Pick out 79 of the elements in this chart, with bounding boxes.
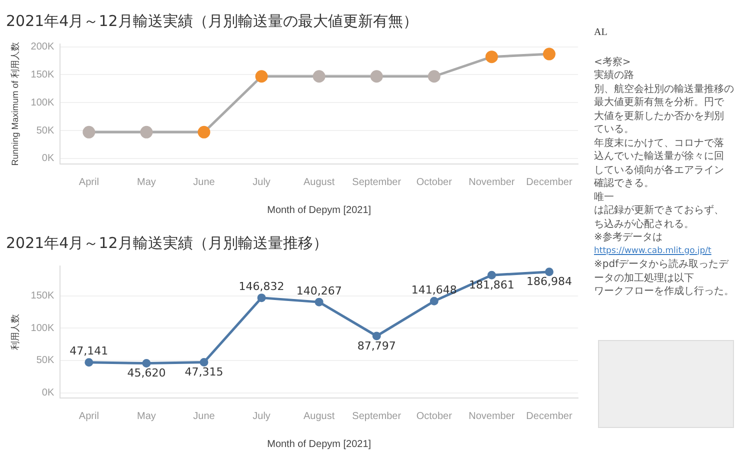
y-tick-label: 50K xyxy=(36,355,54,366)
x-tick-label: November xyxy=(468,176,516,188)
x-tick-label: April xyxy=(78,176,99,188)
x-tick-label: July xyxy=(252,410,270,422)
x-tick-label: September xyxy=(352,176,402,188)
data-label: 47,141 xyxy=(70,344,108,358)
x-tick-label: April xyxy=(78,410,99,422)
chart-title: 2021年4月～12月輸送実績（月別輸送量の最大値更新有無） xyxy=(6,11,419,32)
point xyxy=(198,126,210,138)
x-axis-title: Month of Depym [2021] xyxy=(267,438,372,450)
y-tick-label: 150K xyxy=(30,290,54,302)
text: は記録が更新できておらず、 xyxy=(594,204,725,218)
chart-title: 2021年4月～12月輸送実績（月別輸送量推移） xyxy=(6,233,329,254)
point xyxy=(430,296,438,306)
x-tick-label: May xyxy=(137,176,156,188)
point xyxy=(372,332,381,340)
text: 最大値更新有無を分析。円で xyxy=(594,96,725,110)
x-tick-label: August xyxy=(304,410,335,422)
point xyxy=(542,48,556,60)
point xyxy=(485,50,498,64)
data-label: 47,315 xyxy=(184,366,224,379)
x-tick-label: September xyxy=(352,410,402,422)
text: 実績の路 xyxy=(594,69,635,82)
x-tick-label: December xyxy=(526,410,573,422)
x-tick-label: May xyxy=(137,410,156,422)
data-label: 87,797 xyxy=(357,339,396,352)
point xyxy=(312,70,326,83)
text: ※pdfデータから読み取ったデ xyxy=(594,258,730,272)
x-tick-label: November xyxy=(468,410,516,422)
point xyxy=(370,70,383,83)
x-axis-title: Month of Depym [2021] xyxy=(267,204,372,216)
point xyxy=(544,268,554,276)
data-label: 141,648 xyxy=(411,284,457,297)
x-tick-label: December xyxy=(526,176,573,188)
x-tick-label: October xyxy=(416,176,453,188)
text: 別、航空会社別の輸送量推移の xyxy=(594,82,735,96)
text: している傾向が各エアライン xyxy=(594,164,725,177)
point xyxy=(84,358,94,367)
data-label: 146,832 xyxy=(238,280,284,294)
text: 大値を更新したか否かを判別 xyxy=(594,110,725,123)
text: ※参考データは xyxy=(594,231,664,244)
point xyxy=(314,298,324,306)
text: https://www.cab.mlit.go.jp/t xyxy=(594,244,712,258)
text: ち込みが心配される。 xyxy=(594,218,695,231)
text: ワークフローを作成し行った。 xyxy=(594,285,735,298)
y-axis-title: 利用人数 xyxy=(10,314,20,350)
x-tick-label: July xyxy=(252,176,270,188)
point xyxy=(200,358,208,366)
point xyxy=(255,70,268,83)
data-label: 181,861 xyxy=(468,278,514,292)
text: 唯一 xyxy=(594,190,615,204)
x-tick-label: August xyxy=(304,176,335,188)
point xyxy=(257,294,266,302)
point xyxy=(82,126,96,138)
point xyxy=(487,270,496,280)
point xyxy=(140,126,153,138)
y-tick-label: 100K xyxy=(30,97,54,108)
text: 確認できる。 xyxy=(594,177,655,190)
text: ータの加工処理は以下 xyxy=(594,272,695,285)
text: AL xyxy=(594,26,608,40)
y-tick-label: 100K xyxy=(30,322,54,334)
y-tick-label: 50K xyxy=(36,125,54,136)
text: 込んでいた輸送量が徐々に回 xyxy=(594,150,725,164)
data-label: 186,984 xyxy=(526,275,572,288)
y-tick-label: 200K xyxy=(30,42,54,53)
x-tick-label: June xyxy=(193,176,216,188)
y-axis-title: Running Maximum of 利用人数 xyxy=(10,42,20,166)
y-tick-label: 0K xyxy=(42,388,54,399)
text: ている。 xyxy=(594,123,635,136)
x-tick-label: June xyxy=(193,410,216,422)
y-tick-label: 0K xyxy=(42,153,54,164)
x-tick-label: October xyxy=(416,410,453,422)
text: 年度末にかけて、コロナで落 xyxy=(594,136,725,150)
data-label: 45,620 xyxy=(127,366,166,380)
data-label: 140,267 xyxy=(296,284,342,298)
y-tick-label: 150K xyxy=(30,69,54,80)
point xyxy=(428,70,440,83)
point xyxy=(142,359,151,368)
text: <考察> xyxy=(594,56,632,69)
